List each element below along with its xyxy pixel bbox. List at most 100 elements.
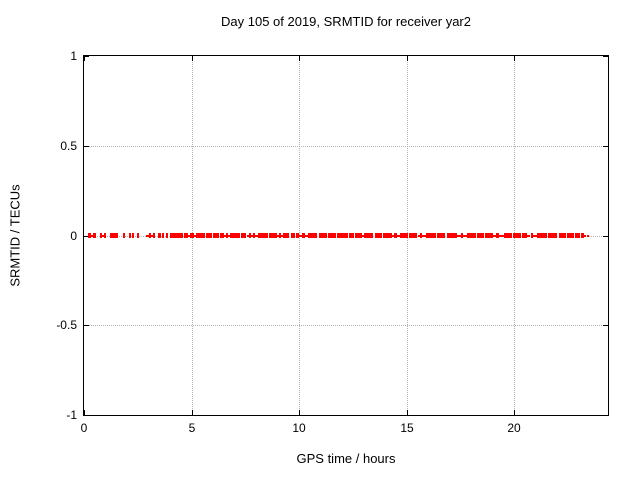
chart-title: Day 105 of 2019, SRMTID for receiver yar… bbox=[221, 14, 471, 29]
data-segment-sparse bbox=[586, 234, 590, 237]
data-segment-sparse bbox=[498, 234, 504, 237]
data-segment bbox=[248, 233, 251, 238]
data-segment bbox=[169, 233, 178, 238]
x-tick-label-0: 0 bbox=[80, 421, 88, 435]
data-segment bbox=[521, 233, 528, 238]
data-segment-sparse bbox=[227, 234, 231, 237]
data-segment bbox=[220, 233, 224, 238]
data-segment-sparse bbox=[146, 234, 149, 237]
data-segment bbox=[269, 233, 277, 238]
tick-mark bbox=[84, 236, 89, 237]
data-segment bbox=[212, 233, 220, 238]
data-segment-sparse bbox=[193, 234, 196, 237]
data-segment bbox=[307, 233, 318, 238]
data-segment bbox=[165, 233, 168, 238]
data-segment bbox=[230, 233, 240, 238]
tick-mark bbox=[603, 415, 608, 416]
data-segment bbox=[476, 233, 485, 238]
data-segment bbox=[205, 233, 212, 238]
data-segment bbox=[131, 233, 134, 238]
data-segment-sparse bbox=[246, 234, 249, 237]
data-segment bbox=[558, 233, 566, 238]
data-segment-sparse bbox=[150, 234, 153, 237]
data-segment bbox=[383, 233, 392, 238]
data-segment bbox=[547, 233, 558, 238]
tick-mark bbox=[84, 146, 89, 147]
y-axis-label: SRMTID / TECUs bbox=[7, 184, 23, 287]
data-segment-sparse bbox=[187, 234, 190, 237]
data-segment bbox=[485, 233, 493, 238]
data-segment-sparse bbox=[583, 234, 586, 237]
data-segment bbox=[93, 233, 96, 238]
data-segment bbox=[88, 233, 91, 238]
data-segment-sparse bbox=[361, 234, 364, 237]
data-segment bbox=[113, 233, 116, 238]
data-segment-sparse bbox=[527, 234, 531, 237]
data-segment bbox=[116, 233, 119, 238]
data-segment bbox=[137, 233, 140, 238]
tick-mark bbox=[299, 410, 300, 415]
data-segment bbox=[567, 233, 574, 238]
data-segment bbox=[503, 233, 513, 238]
gridline-y--0.5 bbox=[84, 325, 608, 326]
data-segment bbox=[537, 233, 547, 238]
data-segment-sparse bbox=[299, 234, 302, 237]
data-segment bbox=[99, 233, 103, 238]
tick-mark bbox=[514, 410, 515, 415]
data-segment bbox=[283, 233, 290, 238]
data-segment-sparse bbox=[462, 234, 467, 237]
data-segment-sparse bbox=[492, 234, 497, 237]
data-segment-sparse bbox=[102, 234, 105, 237]
data-segment bbox=[336, 233, 348, 238]
tick-mark bbox=[407, 410, 408, 415]
data-segment bbox=[363, 233, 374, 238]
tick-mark bbox=[84, 410, 85, 415]
tick-mark bbox=[603, 146, 608, 147]
data-segment-sparse bbox=[280, 234, 284, 237]
data-segment bbox=[278, 233, 281, 238]
data-segment bbox=[328, 233, 336, 238]
x-tick-label-10: 10 bbox=[292, 421, 306, 435]
data-segment bbox=[110, 233, 113, 238]
data-segment bbox=[348, 233, 355, 238]
data-segment bbox=[426, 233, 436, 238]
data-segment bbox=[178, 233, 184, 238]
data-segment bbox=[496, 233, 499, 238]
data-segment bbox=[446, 233, 458, 238]
data-segment bbox=[161, 233, 164, 238]
data-segment bbox=[123, 233, 126, 238]
data-segment bbox=[184, 233, 188, 238]
data-segment bbox=[400, 233, 408, 238]
data-segment bbox=[189, 233, 194, 238]
x-tick-label-15: 15 bbox=[400, 421, 414, 435]
data-segment bbox=[195, 233, 205, 238]
data-segment bbox=[460, 233, 463, 238]
data-segment-sparse bbox=[255, 234, 259, 237]
tick-mark bbox=[84, 325, 89, 326]
data-segment bbox=[355, 233, 362, 238]
data-segment bbox=[574, 233, 580, 238]
data-segment bbox=[513, 233, 521, 238]
data-segment-sparse bbox=[223, 234, 227, 237]
tick-mark bbox=[299, 56, 300, 61]
x-axis-label: GPS time / hours bbox=[296, 451, 396, 466]
tick-mark bbox=[514, 56, 515, 61]
tick-mark bbox=[603, 56, 608, 57]
data-segment bbox=[290, 233, 295, 238]
tick-mark bbox=[84, 415, 89, 416]
data-segment bbox=[158, 233, 161, 238]
data-segment-sparse bbox=[533, 234, 537, 237]
data-segment bbox=[226, 233, 228, 238]
data-segment bbox=[240, 233, 247, 238]
data-segment bbox=[581, 233, 584, 238]
data-segment bbox=[394, 233, 398, 238]
data-segment bbox=[408, 233, 418, 238]
data-segment-sparse bbox=[422, 234, 427, 237]
y-tick-label-0: 0 bbox=[70, 229, 77, 243]
x-tick-label-20: 20 bbox=[507, 421, 521, 435]
tick-mark bbox=[407, 56, 408, 61]
y-tick-label--1: -1 bbox=[66, 408, 77, 422]
data-segment-sparse bbox=[276, 234, 279, 237]
tick-mark bbox=[603, 325, 608, 326]
data-segment-sparse bbox=[457, 234, 461, 237]
